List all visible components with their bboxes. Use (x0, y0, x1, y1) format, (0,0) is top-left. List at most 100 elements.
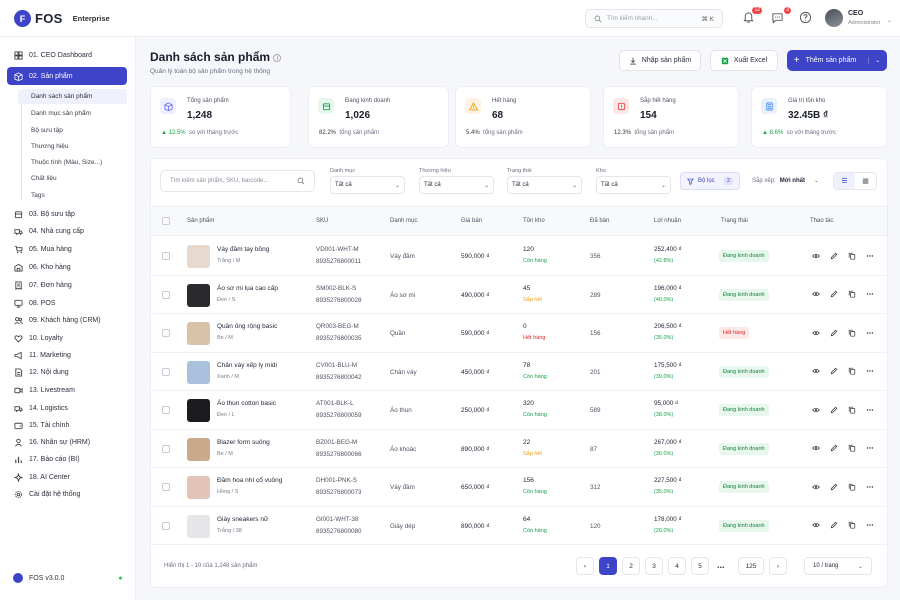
view-icon[interactable] (811, 521, 820, 530)
product-thumbnail[interactable] (187, 245, 210, 268)
more-icon[interactable] (865, 521, 874, 530)
view-icon[interactable] (811, 444, 820, 453)
edit-icon[interactable] (829, 521, 838, 530)
copy-icon[interactable] (847, 328, 856, 337)
sidebar-item-bi[interactable]: 17. Báo cáo (BI) (7, 450, 127, 468)
table-row[interactable]: Blazer form suông Be / M BZ001-BEG-M 893527… (151, 430, 887, 468)
column-header-price[interactable]: Giá bán (461, 218, 483, 224)
product-name[interactable]: Quần ống rộng basic (217, 323, 278, 330)
page-button[interactable]: 4 (668, 557, 686, 575)
sidebar-subitem-collections[interactable]: Bộ sưu tập (31, 127, 63, 134)
sidebar-item-purchasing[interactable]: 05. Mua hàng (7, 240, 127, 258)
view-icon[interactable] (811, 367, 820, 376)
sidebar-item-orders[interactable]: 07. Đơn hàng (7, 276, 127, 294)
product-name[interactable]: Đầm hoa nhí cổ vuông (217, 477, 283, 484)
copy-icon[interactable] (847, 367, 856, 376)
table-row[interactable]: Quần ống rộng basic Be / M QR003-BEG-M 8935… (151, 314, 887, 353)
edit-icon[interactable] (829, 482, 838, 491)
copy-icon[interactable] (847, 405, 856, 414)
table-row[interactable]: Váy đầm tay bồng Trắng / M VD001-WHT-M 8935… (151, 237, 887, 276)
sidebar-item-ceo-dashboard[interactable]: 01. CEO Dashboard (7, 46, 127, 64)
more-icon[interactable] (865, 482, 874, 491)
table-row[interactable]: Áo sơ mi lụa cao cấp Đen / S SM002-BLK-S 89… (151, 276, 887, 314)
row-checkbox[interactable] (162, 444, 170, 453)
more-icon[interactable] (865, 405, 874, 414)
more-icon[interactable] (865, 251, 874, 260)
copy-icon[interactable] (847, 251, 856, 260)
sidebar-item-livestream[interactable]: 13. Livestream (7, 381, 127, 399)
copy-icon[interactable] (847, 521, 856, 530)
table-row[interactable]: Đầm hoa nhí cổ vuông Hồng / S DH001-PNK-S 8… (151, 468, 887, 507)
sidebar-item-hrm[interactable]: 16. Nhân sự (HRM) (7, 433, 127, 451)
product-thumbnail[interactable] (187, 476, 210, 499)
sidebar-item-crm[interactable]: 09. Khách hàng (CRM) (7, 311, 127, 329)
row-checkbox[interactable] (162, 252, 170, 260)
sidebar-item-warehouse[interactable]: 06. Kho hàng (7, 258, 127, 276)
column-header-profit[interactable]: Lợi nhuận (654, 218, 681, 224)
sidebar-item-finance[interactable]: 15. Tài chính (7, 416, 127, 434)
edit-icon[interactable] (829, 328, 838, 337)
edit-icon[interactable] (829, 367, 838, 376)
view-icon[interactable] (811, 290, 820, 299)
view-icon[interactable] (811, 251, 820, 260)
user-avatar[interactable] (825, 9, 843, 27)
sidebar-subitem-tags[interactable]: Tags (31, 192, 45, 199)
table-row[interactable]: Áo thun cotton basic Đen / L AT001-BLK-L 89… (151, 391, 887, 430)
product-thumbnail[interactable] (187, 514, 210, 538)
view-icon[interactable] (811, 405, 820, 414)
product-name[interactable]: Chân váy xếp ly midi (217, 361, 277, 369)
product-name[interactable]: Áo thun cotton basic (217, 400, 276, 407)
page-button[interactable]: 5 (691, 557, 709, 575)
more-icon[interactable] (865, 367, 874, 376)
edit-icon[interactable] (829, 251, 838, 260)
select-all-checkbox[interactable] (162, 217, 170, 225)
copy-icon[interactable] (847, 444, 856, 453)
sidebar-item-settings[interactable]: Cài đặt hệ thống (7, 485, 127, 503)
sidebar-subitem-attributes[interactable]: Thuộc tính (Màu, Size...) (31, 159, 103, 166)
sidebar-item-ai-center[interactable]: 18. AI Center (7, 468, 127, 486)
edit-icon[interactable] (829, 405, 838, 414)
sidebar-item-collections[interactable]: 03. Bộ sưu tập (7, 205, 127, 223)
sidebar-item-content[interactable]: 12. Nội dung (7, 363, 127, 381)
messages-icon[interactable]: 3 (771, 7, 791, 25)
column-header-sold[interactable]: Đã bán (590, 218, 610, 224)
row-checkbox[interactable] (162, 406, 170, 414)
row-checkbox[interactable] (162, 521, 170, 530)
sidebar-item-logistics[interactable]: 14. Logistics (7, 399, 127, 417)
export-excel-button[interactable]: Xuất Excel (710, 50, 778, 71)
product-thumbnail[interactable] (187, 322, 210, 345)
row-checkbox[interactable] (162, 290, 170, 299)
sidebar-item-loyalty[interactable]: 10. Loyalty (7, 329, 127, 347)
grid-view-icon[interactable]: ▦ (862, 178, 869, 185)
column-header-category[interactable]: Danh mục (390, 218, 418, 224)
more-icon[interactable] (865, 444, 874, 453)
sidebar-subitem-brands[interactable]: Thương hiệu (31, 143, 69, 150)
product-name[interactable]: Giày sneakers nữ (217, 515, 269, 523)
list-view-icon[interactable]: ☰ (834, 173, 855, 189)
brand-select[interactable]: Tất cả ⌄ (419, 176, 494, 194)
product-name[interactable]: Blazer form suông (217, 438, 270, 446)
product-name[interactable]: Áo sơ mi lụa cao cấp (217, 284, 278, 292)
table-row[interactable]: Giày sneakers nữ Trắng / 38 GI001-WHT-38 89… (151, 507, 887, 545)
sidebar-item-products[interactable]: 02. Sản phẩm (7, 67, 127, 85)
last-page-button[interactable]: 125 (738, 557, 764, 575)
notification-bell-icon[interactable]: 12 (742, 7, 762, 25)
column-header-stock[interactable]: Tồn kho (523, 218, 545, 224)
chevron-down-icon[interactable]: ⌄ (887, 18, 893, 24)
app-logo[interactable]: F FOS Enterprise (14, 10, 110, 27)
copy-icon[interactable] (847, 290, 856, 299)
page-button[interactable]: 3 (645, 557, 663, 575)
row-checkbox[interactable] (162, 367, 170, 376)
column-header-product[interactable]: Sản phẩm (187, 218, 215, 224)
chevron-down-icon[interactable]: ⌄ (868, 57, 880, 64)
row-checkbox[interactable] (162, 329, 170, 337)
product-thumbnail[interactable] (187, 360, 210, 384)
product-name[interactable]: Váy đầm tay bồng (217, 246, 270, 253)
column-header-status[interactable]: Trạng thái (721, 218, 748, 224)
add-product-button[interactable]: + Thêm sản phẩm ⌄ (787, 50, 887, 71)
page-button[interactable]: 1 (599, 557, 617, 575)
edit-icon[interactable] (829, 290, 838, 299)
product-thumbnail[interactable] (187, 399, 210, 422)
info-icon[interactable]: i (273, 53, 282, 62)
sort-select[interactable]: Sắp xếp: Mới nhất ⌄ (752, 177, 819, 184)
